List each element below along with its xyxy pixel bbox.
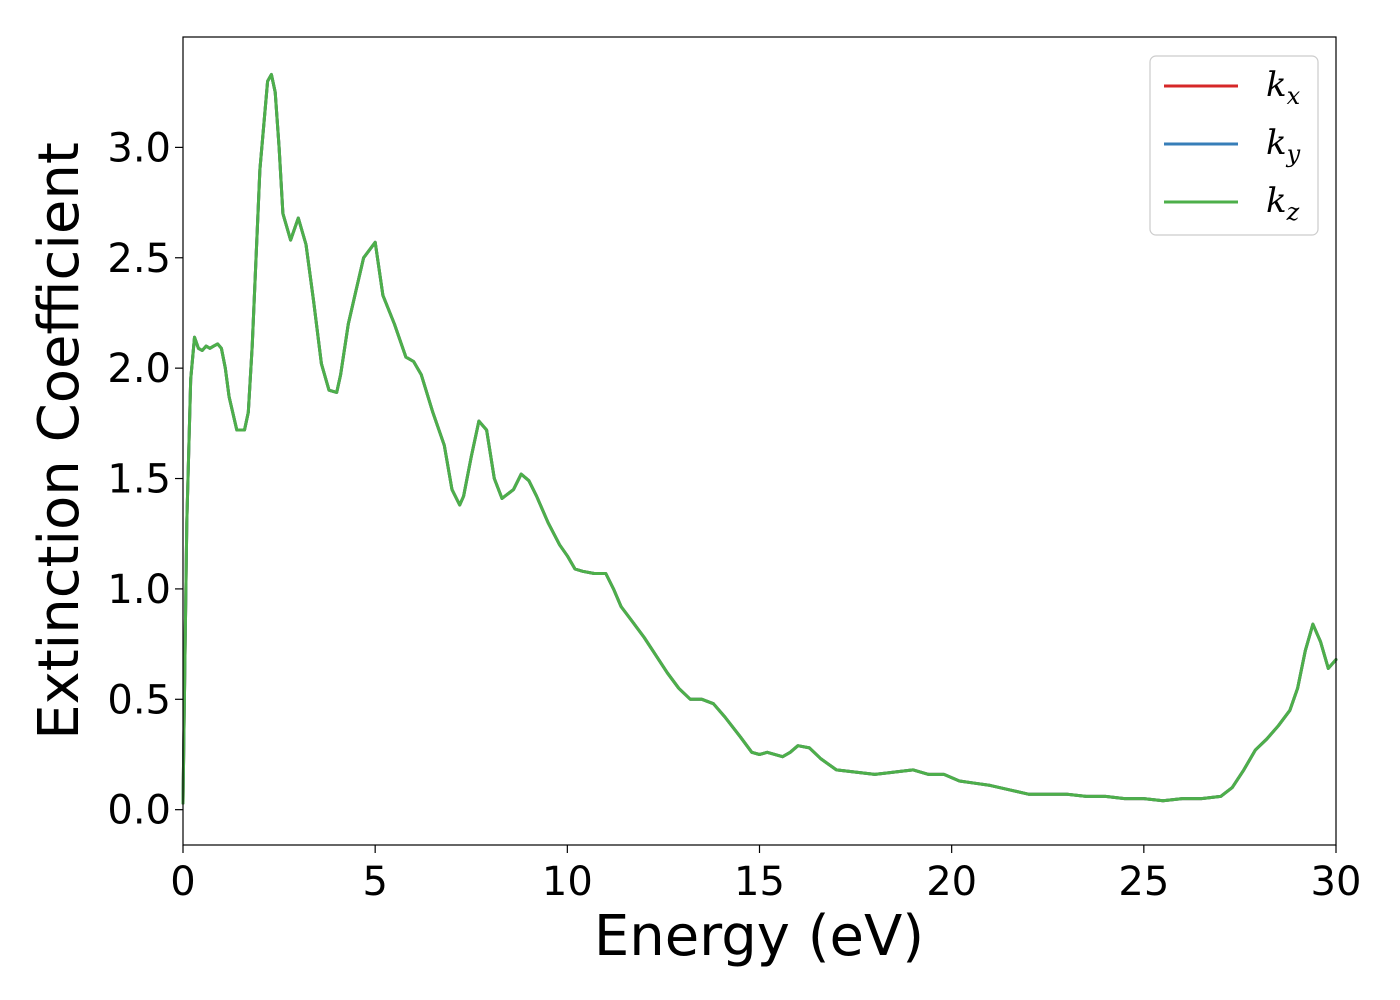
x-tick-label: 10 (542, 859, 593, 905)
legend-subscript: z (1286, 198, 1300, 226)
x-axis-label: Energy (eV) (594, 904, 924, 969)
series-layer (181, 73, 1338, 805)
legend-label-x: kx (1266, 65, 1301, 110)
y-tick-label: 2.0 (107, 346, 171, 392)
legend-subscript: y (1286, 140, 1301, 168)
y-tick-label: 2.5 (107, 236, 171, 282)
legend-base: k (1266, 181, 1287, 221)
y-tick-label: 1.0 (107, 567, 171, 613)
x-tick-label: 0 (170, 859, 195, 905)
y-tick-label: 1.5 (107, 457, 171, 503)
x-tick-label: 5 (362, 859, 387, 905)
x-tick-label: 25 (1118, 859, 1169, 905)
legend-label-z: kz (1266, 181, 1300, 226)
y-tick-label: 0.5 (107, 677, 171, 723)
y-axis-label: Extinction Coefficient (27, 142, 92, 740)
legend-base: k (1266, 123, 1287, 163)
series-line-k-z (181, 73, 1338, 805)
y-tick-label: 0.0 (107, 788, 171, 834)
x-tick-label: 30 (1311, 859, 1362, 905)
legend-base: k (1266, 65, 1287, 105)
y-tick-label: 3.0 (107, 125, 171, 171)
x-tick-label: 20 (926, 859, 977, 905)
legend-label-y: ky (1266, 123, 1301, 168)
y-axis-ticks: 0.0 0.5 1.0 1.5 2.0 2.5 3.0 (107, 125, 183, 834)
legend-subscript: x (1287, 82, 1301, 110)
x-axis-ticks: 0 5 10 15 20 25 30 (170, 845, 1361, 905)
x-tick-label: 15 (734, 859, 785, 905)
